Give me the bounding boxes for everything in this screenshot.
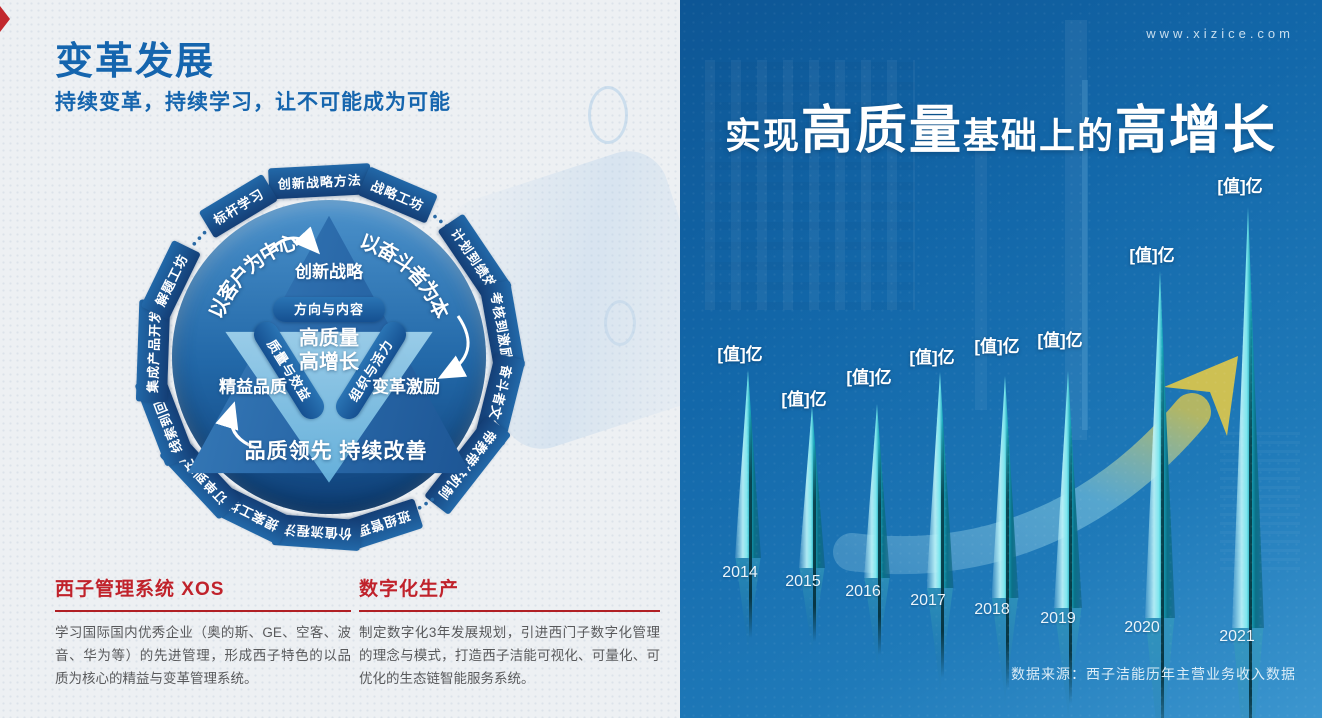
- year-label: 2020: [1124, 619, 1160, 636]
- website-url: www.xizice.com: [1146, 26, 1294, 41]
- spike-core: [1006, 425, 1010, 689]
- value-label: [值]亿: [974, 337, 1020, 356]
- section-divider: [359, 610, 660, 612]
- chart-title-part: 基础上的: [963, 115, 1116, 156]
- arrow-band: [833, 393, 1211, 575]
- spike-bar-2014: [735, 370, 761, 659]
- section-heading: 数字化生产: [359, 579, 460, 600]
- bottom-sections: 西子管理系统 XOS 学习国际国内优秀企业（奥的斯、GE、空客、波音、华为等）的先…: [55, 574, 660, 691]
- center-text-line1: 高质量: [299, 327, 359, 350]
- spike-body: [926, 372, 954, 588]
- spike-core: [878, 442, 882, 655]
- chart-title-part: 高增长: [1115, 102, 1278, 160]
- section-xos: 西子管理系统 XOS 学习国际国内优秀企业（奥的斯、GE、空客、波音、华为等）的先…: [55, 574, 351, 691]
- pill-direction-content: 方向与内容: [273, 297, 385, 322]
- value-label: [值]亿: [1037, 331, 1083, 350]
- data-source: 数据来源：西子洁能历年主营业务收入数据: [1011, 666, 1296, 682]
- label-innovation-strategy: 创新战略: [295, 262, 363, 282]
- spike-body: [799, 406, 825, 568]
- spike-body: [735, 370, 761, 558]
- year-label: 2015: [785, 573, 821, 590]
- chart-title-part: 高质量: [800, 102, 963, 160]
- section-heading: 西子管理系统 XOS: [55, 579, 225, 600]
- year-label: 2016: [845, 583, 881, 600]
- value-label: [值]亿: [909, 348, 955, 367]
- year-label: 2019: [1040, 610, 1076, 627]
- section-digital: 数字化生产制定数字化3年发展规划，引进西门子数字化管理的理念与模式，打造西子洁能…: [359, 574, 660, 691]
- section-body: 制定数字化3年发展规划，引进西门子数字化管理的理念与模式，打造西子洁能可视化、可…: [359, 625, 660, 687]
- decorative-ring: [588, 86, 628, 144]
- year-label: 2014: [722, 564, 758, 581]
- spike-body: [991, 376, 1019, 598]
- year-label: 2017: [910, 592, 946, 609]
- spike-core: [749, 411, 753, 638]
- center-text-line2: 高增长: [299, 351, 359, 374]
- page-title: 变革发展: [55, 41, 216, 83]
- page-subtitle: 持续变革，持续学习，让不可能成为可能: [55, 91, 451, 114]
- label-quality-first: 品质领先 持续改善: [244, 440, 428, 463]
- spike-body: [864, 404, 890, 578]
- spike-body: [1145, 271, 1175, 618]
- section-body: 学习国际国内优秀企业（奥的斯、GE、空客、波音、华为等）的先进管理，形成西子特色…: [55, 625, 351, 687]
- label-lean-quality: 精益品质: [219, 377, 287, 397]
- decorative-ring: [604, 300, 636, 346]
- red-corner-accent: [0, 6, 10, 32]
- chart-title-part: 实现: [724, 115, 801, 156]
- xos-wheel-diagram: 创新战略方法 战略工坊 ••• 计划到绩效 考核到激励 奋斗者文化 带教带培机制 ••• 班组管…: [134, 163, 526, 552]
- spike-bar-2018: [991, 376, 1019, 712]
- spike-bar-2016: [864, 404, 890, 674]
- year-label: 2018: [974, 601, 1010, 618]
- decorative-beam: [975, 130, 987, 410]
- spike-bar-2017: [926, 372, 954, 700]
- arrow-head: [1164, 356, 1238, 436]
- spike-core: [813, 442, 817, 642]
- value-label: [值]亿: [717, 345, 763, 364]
- label-change-incentive: 变革激励: [372, 377, 440, 397]
- right-panel: www.xizice.com 实现高质量基础上的高增长 [值]亿 2014 [值]亿…: [680, 0, 1322, 718]
- spike-core: [1249, 300, 1253, 718]
- spike-bar-2021: [1232, 207, 1264, 718]
- value-label: [值]亿: [1217, 177, 1263, 196]
- value-label: [值]亿: [1129, 246, 1175, 265]
- spike-body: [1232, 207, 1264, 628]
- spike-bar-2015: [799, 406, 825, 660]
- spike-body: [1054, 371, 1082, 608]
- section-divider: [55, 610, 351, 612]
- spike-core: [1069, 423, 1073, 704]
- year-label: 2021: [1219, 628, 1255, 645]
- value-label: [值]亿: [846, 368, 892, 387]
- spike-bar-2020: [1145, 271, 1175, 718]
- spike-bar-2019: [1054, 371, 1082, 718]
- ring-segment: 创新战略方法: [268, 163, 372, 200]
- spike-core: [1161, 347, 1165, 718]
- left-panel: 变革发展 持续变革，持续学习，让不可能成为可能 创新战略方法 战略工坊 ••• 计划到…: [0, 0, 680, 718]
- chart-title: 实现高质量基础上的高增长: [680, 88, 1322, 163]
- value-label: [值]亿: [781, 390, 827, 409]
- spike-core: [941, 420, 945, 678]
